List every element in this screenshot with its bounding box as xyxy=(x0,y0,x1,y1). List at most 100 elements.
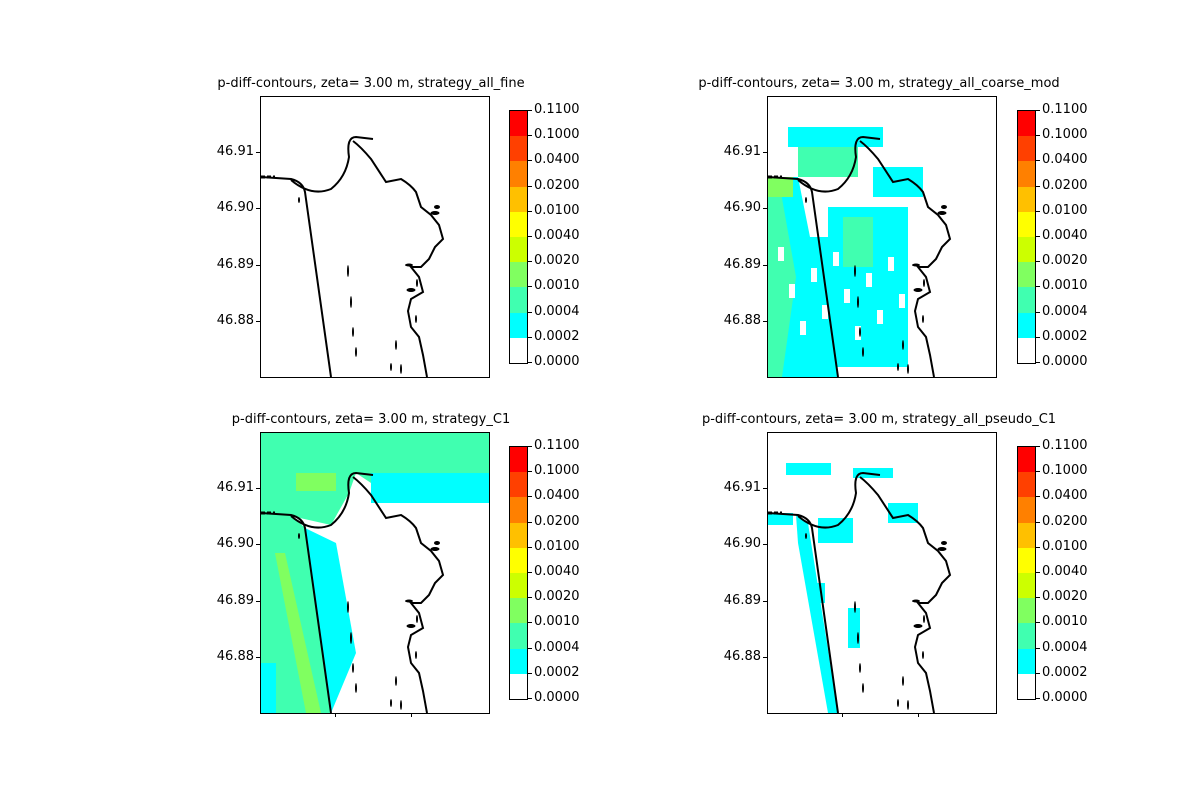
island xyxy=(350,632,352,644)
colorbar-segment xyxy=(510,262,527,288)
colorbar-label: 0.0002 xyxy=(1042,328,1088,344)
island xyxy=(937,211,947,215)
colorbar-label: 0.1100 xyxy=(534,102,580,117)
panel-title: p-diff-contours, zeta= 3.00 m, strategy_… xyxy=(231,412,511,427)
y-tick-mark xyxy=(256,152,260,153)
gap xyxy=(877,310,883,324)
fill-region xyxy=(305,528,356,713)
plot-area xyxy=(767,96,997,378)
island xyxy=(355,683,357,693)
colorbar-segment xyxy=(510,547,527,573)
y-tick-label: 46.88 xyxy=(723,649,761,664)
colorbar-tick xyxy=(1036,572,1040,573)
colorbar-label: 0.0000 xyxy=(1042,354,1088,369)
colorbar-label: 0.1100 xyxy=(534,438,580,453)
fill-region xyxy=(796,515,838,713)
y-tick-label: 46.90 xyxy=(216,536,254,551)
gap xyxy=(888,257,894,271)
fill-region xyxy=(788,127,883,147)
colorbar-label: 0.1000 xyxy=(1042,463,1088,479)
colorbar-segment xyxy=(1018,111,1035,137)
island xyxy=(859,327,861,337)
gap xyxy=(778,247,784,261)
x-tick-mark xyxy=(918,713,919,717)
colorbar xyxy=(1017,110,1036,364)
island xyxy=(859,663,861,673)
island xyxy=(406,288,416,292)
colorbar-label: 0.0010 xyxy=(534,278,580,294)
island xyxy=(355,347,357,357)
colorbar-tick xyxy=(528,572,532,573)
coastline xyxy=(261,135,374,377)
colorbar-segment xyxy=(1018,472,1035,498)
colorbar-segment xyxy=(1018,287,1035,313)
colorbar-tick xyxy=(1036,446,1040,447)
colorbar-segment xyxy=(1018,262,1035,288)
map-svg xyxy=(261,135,445,377)
map-svg xyxy=(261,433,489,713)
colorbar-tick xyxy=(528,622,532,624)
island xyxy=(430,547,440,551)
island xyxy=(400,364,402,374)
colorbar-tick xyxy=(528,698,532,699)
y-tick-mark xyxy=(763,488,767,489)
island xyxy=(415,651,417,659)
colorbar-label: 0.0000 xyxy=(534,690,580,705)
colorbar-label: 0.0040 xyxy=(1042,564,1088,579)
y-tick-mark xyxy=(763,321,767,322)
colorbar-segment xyxy=(510,186,527,212)
gap xyxy=(822,305,828,319)
y-tick-label: 46.89 xyxy=(723,257,761,272)
colorbar-label: 0.0004 xyxy=(1042,303,1088,319)
plot-area xyxy=(260,432,490,714)
fill-region xyxy=(853,468,893,478)
fill-region xyxy=(275,553,321,713)
colorbar-segment xyxy=(510,136,527,162)
y-tick-mark xyxy=(256,544,260,545)
gap xyxy=(789,284,795,298)
fill-region xyxy=(786,463,831,475)
colorbar-label: 0.0200 xyxy=(1042,177,1088,193)
island xyxy=(395,340,397,350)
coastline xyxy=(768,135,881,377)
fill-region xyxy=(813,583,825,603)
gap xyxy=(844,289,850,303)
colorbar-segment xyxy=(1018,623,1035,649)
island xyxy=(298,533,300,539)
y-tick-label: 46.90 xyxy=(723,200,761,215)
colorbar-segment xyxy=(510,648,527,674)
colorbar xyxy=(509,446,528,700)
y-tick-mark xyxy=(256,657,260,658)
colorbar-tick xyxy=(528,496,532,498)
y-tick-label: 46.90 xyxy=(723,536,761,551)
colorbar-segment xyxy=(510,472,527,498)
colorbar-tick xyxy=(528,647,532,649)
colorbar-label: 0.0000 xyxy=(534,354,580,369)
island xyxy=(912,263,920,267)
gap xyxy=(899,294,905,308)
island xyxy=(857,296,859,308)
colorbar-label: 0.0040 xyxy=(1042,228,1088,243)
colorbar-segment xyxy=(510,497,527,523)
colorbar-segment xyxy=(510,237,527,263)
island xyxy=(350,296,352,308)
colorbar-tick xyxy=(1036,362,1040,363)
colorbar-label: 0.0004 xyxy=(1042,639,1088,655)
gap xyxy=(855,326,861,340)
colorbar-label: 0.0010 xyxy=(1042,614,1088,630)
colorbar xyxy=(509,110,528,364)
y-tick-label: 46.88 xyxy=(723,313,761,328)
y-tick-label: 46.91 xyxy=(723,480,761,495)
y-tick-mark xyxy=(763,657,767,658)
island xyxy=(416,615,418,623)
colorbar-label: 0.1000 xyxy=(1042,127,1088,143)
island xyxy=(907,700,909,710)
colorbar-segment xyxy=(1018,136,1035,162)
coastline xyxy=(352,140,445,377)
colorbar-segment xyxy=(1018,186,1035,212)
coastline xyxy=(352,476,445,713)
colorbar-segment xyxy=(510,447,527,473)
panel-title: p-diff-contours, zeta= 3.00 m, strategy_… xyxy=(698,76,1060,91)
colorbar-tick xyxy=(528,446,532,447)
colorbar-tick xyxy=(1036,185,1040,187)
